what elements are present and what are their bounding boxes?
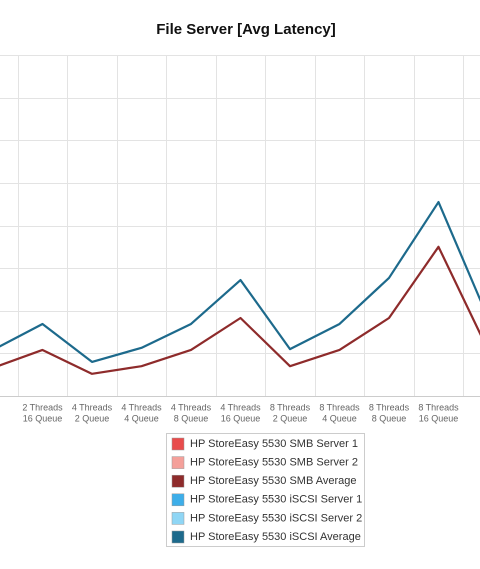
legend-swatch (171, 437, 185, 451)
legend-swatch (171, 512, 185, 525)
x-tick-label: 8 Threads (369, 402, 410, 412)
x-tick-label: 16 Queue (23, 413, 63, 423)
x-tick-label: 4 Threads (72, 402, 113, 412)
series-line (0, 245, 480, 375)
x-tick-label: 4 Queue (322, 413, 357, 423)
legend-label: HP StoreEasy 5530 iSCSI Server 2 (190, 512, 362, 524)
legend-label: HP StoreEasy 5530 iSCSI Average (190, 531, 361, 543)
legend-label: HP StoreEasy 5530 iSCSI Server 1 (190, 494, 362, 506)
legend-label: HP StoreEasy 5530 SMB Server 2 (190, 457, 358, 469)
x-tick-label: 4 Threads (121, 402, 162, 412)
legend-label: HP StoreEasy 5530 SMB Server 1 (190, 438, 358, 450)
x-tick-label: 8 Threads (418, 402, 459, 412)
legend-swatch (171, 493, 185, 507)
x-tick-label: 2 Queue (273, 413, 308, 423)
x-tick-label: 8 Threads (270, 402, 311, 412)
x-tick-label: 16 Queue (419, 413, 459, 423)
series-line (0, 200, 480, 363)
x-tick-label: 8 Queue (174, 413, 209, 423)
x-tick-label: 4 Threads (171, 402, 212, 412)
x-tick-label: 4 Queue (124, 413, 159, 423)
x-tick-label: 16 Queue (221, 413, 261, 423)
legend-swatch (171, 456, 185, 469)
legend-swatch (171, 474, 185, 488)
legend-swatch (171, 530, 185, 544)
x-tick-label: 8 Queue (372, 413, 407, 423)
legend-label: HP StoreEasy 5530 SMB Average (190, 475, 357, 487)
x-tick-label: 2 Threads (22, 402, 63, 412)
legend-box (166, 433, 365, 547)
x-tick-label: 4 Threads (220, 402, 261, 412)
x-tick-label: 8 Threads (319, 402, 360, 412)
chart-title: File Server [Avg Latency] (156, 21, 336, 38)
x-tick-label: 2 Queue (75, 413, 110, 423)
